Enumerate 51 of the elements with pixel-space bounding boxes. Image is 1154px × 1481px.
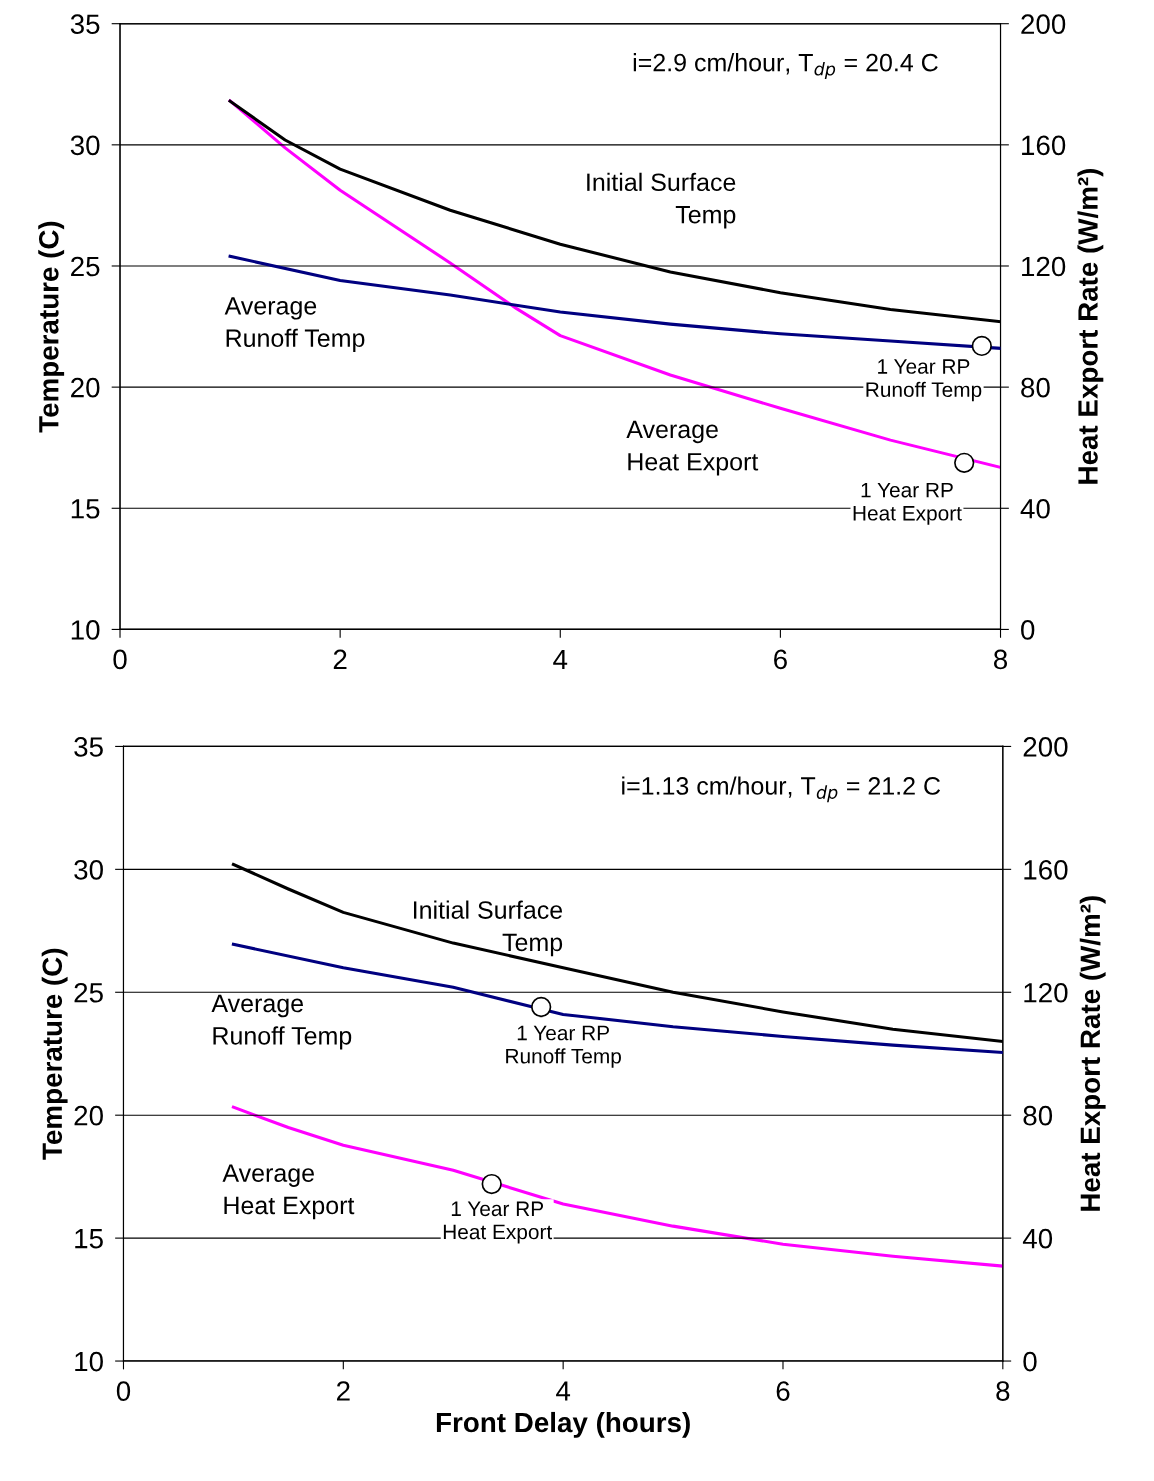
series-label: Average Runoff Temp [211, 994, 352, 1050]
x-axis-title: Front Delay (hours) [436, 1411, 690, 1438]
y-tick-label: 35 [74, 737, 103, 757]
y2-tick-label: 160 [1024, 860, 1068, 880]
x-tick-label: 8 [994, 649, 1008, 670]
series-label: Initial Surface Temp [587, 172, 736, 229]
x-tick-label: 6 [774, 649, 787, 670]
y2-tick-label: 0 [1021, 620, 1035, 640]
series-label: Average Heat Export [626, 420, 759, 476]
series-label: 1 Year RP Runoff Temp [866, 359, 982, 402]
y2-tick-label: 120 [1022, 256, 1066, 277]
series-label: 1 Year RP Heat Export [853, 482, 962, 525]
x-tick-label: 4 [553, 649, 568, 669]
series-label: Average Runoff Temp [224, 297, 365, 352]
y-tick-label: 15 [71, 499, 100, 519]
x-tick-label: 2 [333, 649, 347, 669]
y2-tick-label: 40 [1022, 1228, 1053, 1249]
y-tick-label: 30 [70, 135, 100, 156]
y2-tick-label: 80 [1021, 377, 1050, 398]
x-tick-label: 6 [776, 1381, 790, 1401]
series-label: 1 Year RP Runoff Temp [506, 1025, 621, 1068]
y2-tick-label: 200 [1021, 14, 1066, 35]
x-tick-label: 0 [116, 1381, 131, 1401]
y2-tick-label: 80 [1023, 1105, 1053, 1126]
y-tick-label: 30 [74, 860, 103, 880]
x-tick-label: 4 [556, 1381, 571, 1401]
series-label: Average Heat Export [222, 1164, 355, 1220]
series-label: 1 Year RP Heat Export [443, 1201, 553, 1244]
y2-tick-label: 200 [1023, 737, 1068, 757]
y-tick-label: 20 [74, 1105, 103, 1126]
y-tick-label: 20 [71, 377, 100, 398]
x-tick-label: 2 [336, 1381, 350, 1401]
y2-tick-label: 40 [1020, 498, 1050, 519]
y2-tick-label: 120 [1024, 982, 1068, 1003]
y-tick-label: 35 [70, 14, 100, 35]
y-axis-title: Temperature (C) [38, 221, 65, 433]
annotation: i=1.13 cm/hour, T$_{dp}$ = 21.2 C [622, 776, 941, 803]
annotation: i=2.9 cm/hour, T$_{dp}$ = 20.4 C [633, 53, 938, 79]
y-axis-title: Temperature (C) [41, 948, 68, 1160]
y-tick-label: 15 [75, 1229, 103, 1249]
y2-axis-title: Heat Export Rate (W/m²) [1079, 896, 1106, 1211]
y-tick-label: 25 [74, 982, 103, 1003]
y-tick-label: 10 [71, 620, 100, 640]
series-label: Initial Surface Temp [414, 900, 563, 957]
x-tick-label: 8 [996, 1381, 1010, 1401]
y2-tick-label: 0 [1023, 1351, 1037, 1372]
y-tick-label: 10 [75, 1351, 103, 1372]
y-tick-label: 25 [71, 256, 100, 277]
x-tick-label: 0 [113, 649, 127, 670]
y2-axis-title: Heat Export Rate (W/m²) [1077, 168, 1104, 484]
y2-tick-label: 160 [1022, 135, 1066, 156]
